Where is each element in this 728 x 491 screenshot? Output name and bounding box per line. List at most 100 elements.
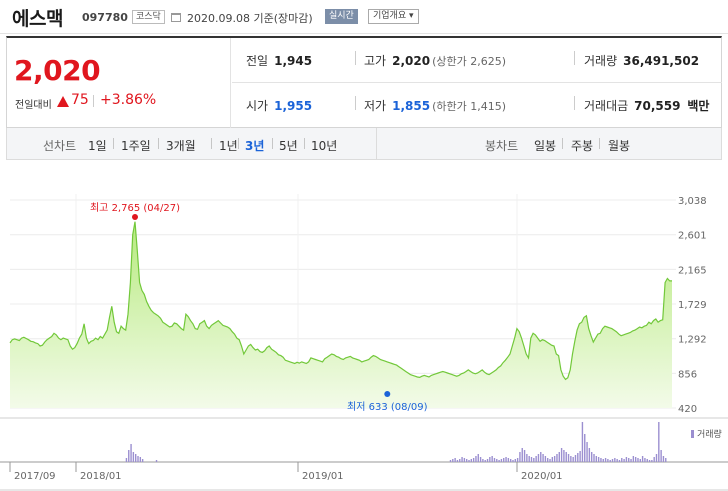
stock-header: 에스맥 097780 코스닥 2020.09.08 기준(장마감) 실시간 기업… [0, 0, 728, 34]
volume-bar [452, 459, 454, 462]
diff-label: 전일대비 [15, 100, 52, 111]
volume-bar [505, 457, 507, 462]
price-row-1: 전일 1,945 고가 2,020 (상한가 2,625) 거래량 36,491,502 [232, 38, 722, 83]
volume-legend-label: 거래량 [697, 428, 722, 440]
volume-bar [486, 459, 489, 462]
volume-bar [565, 452, 567, 462]
tab-period-1y[interactable]: 1년 [219, 139, 238, 153]
price-chart[interactable]: 3,038 2,601 2,165 1,729 1,292 856 420 거래량 2017… [0, 160, 728, 491]
high-label: 최고 2,765 (04/27) [90, 202, 180, 214]
volume-bar [493, 458, 496, 462]
volume-bar [602, 459, 604, 462]
volume-bar [574, 455, 577, 462]
volume-bar [644, 458, 646, 462]
calendar-icon [171, 13, 181, 22]
volume-bar [618, 460, 621, 462]
volume-bar [607, 459, 609, 462]
volume-bar [496, 459, 498, 462]
volume-bar [632, 456, 635, 462]
volume-bar [484, 460, 486, 462]
tab-period-3y[interactable]: 3년 [245, 139, 265, 153]
high-marker [131, 214, 138, 220]
high-price: 고가 2,020 (상한가 2,625) [364, 54, 506, 68]
volume-bar [662, 456, 665, 462]
volume-bar [655, 454, 658, 462]
tab-candle-day[interactable]: 일봉 [534, 139, 557, 153]
volume-bar [614, 458, 616, 462]
y-tick-label: 2,165 [678, 265, 707, 276]
volume-bar [137, 456, 139, 462]
volume-bar [611, 459, 614, 462]
price-panel: 2,020 전일대비 75 +3.86% 전일 1,945 고가 2,020 (상한가… [6, 36, 722, 128]
volume-bar [477, 454, 479, 462]
tab-candle-month[interactable]: 월봉 [608, 139, 631, 153]
volume-bar [503, 458, 505, 462]
volume-bar [139, 457, 142, 462]
y-tick-label: 2,601 [678, 231, 707, 242]
volume-bar [590, 452, 593, 462]
volume-bar [470, 459, 473, 462]
tab-period-1w[interactable]: 1주일 [121, 139, 151, 153]
current-price-box: 2,020 전일대비 75 +3.86% [7, 38, 231, 128]
y-tick-label: 1,292 [678, 335, 707, 346]
volume-bar [558, 452, 560, 462]
volume-bar [509, 459, 512, 462]
volume-bar [463, 458, 466, 462]
volume-bar [581, 422, 584, 462]
divider [93, 95, 94, 107]
stock-name[interactable]: 에스맥 [12, 8, 63, 30]
volume-bar [544, 456, 547, 462]
tab-candle-week[interactable]: 주봉 [571, 139, 594, 153]
volume-bar [519, 452, 521, 462]
company-overview-dropdown[interactable]: 기업개요 ▾ [368, 9, 419, 24]
tab-period-10y[interactable]: 10년 [311, 139, 338, 153]
volume-bar [637, 458, 639, 462]
volume-bar [584, 434, 586, 462]
volume-bar [134, 454, 137, 462]
volume-bar [132, 452, 135, 462]
volume-bar [521, 448, 523, 462]
volume-bar [514, 459, 517, 462]
volume-bar [533, 458, 535, 462]
x-tick-label: 2017/09 [14, 471, 56, 482]
volume-bar [660, 450, 662, 462]
volume-bar [634, 457, 637, 462]
volume-bar [547, 458, 549, 462]
price-area [10, 221, 672, 408]
y-tick-label: 856 [678, 369, 697, 380]
volume-bar [537, 454, 540, 462]
tab-period-1d[interactable]: 1일 [88, 139, 107, 153]
volume-bar [570, 456, 572, 462]
y-tick-label: 3,038 [678, 196, 707, 207]
x-tick-label: 2020/01 [521, 471, 563, 482]
volume-bar [609, 460, 611, 462]
tab-period-5y[interactable]: 5년 [279, 139, 298, 153]
volume-bar [579, 451, 581, 462]
volume-bar [128, 450, 130, 462]
volume-bar [472, 458, 475, 462]
volume-bar [560, 448, 563, 462]
volume-bar [586, 442, 588, 462]
volume-bar [646, 459, 648, 462]
volume-bar [651, 460, 653, 462]
base-date: 2020.09.08 기준(장마감) [187, 12, 313, 25]
volume-bar [125, 458, 128, 462]
volume-bar [665, 458, 667, 462]
volume-bar [155, 460, 158, 462]
tab-period-3m[interactable]: 3개월 [166, 139, 196, 153]
volume-bar [456, 460, 459, 462]
stock-code: 097780 [82, 11, 128, 24]
volume-bar [553, 456, 556, 462]
volume-bar [475, 456, 477, 462]
x-tick-label: 2018/01 [80, 471, 122, 482]
open-price: 시가 1,955 [246, 99, 313, 113]
realtime-button[interactable]: 실시간 [325, 9, 358, 24]
volume-bar [621, 458, 623, 462]
volume-bar [542, 454, 544, 462]
volume-bar [604, 458, 607, 462]
volume-bar [616, 459, 618, 462]
volume-bar [535, 456, 537, 462]
volume-bar [630, 459, 632, 462]
volume-bar [658, 422, 660, 462]
volume-bar [530, 457, 533, 462]
